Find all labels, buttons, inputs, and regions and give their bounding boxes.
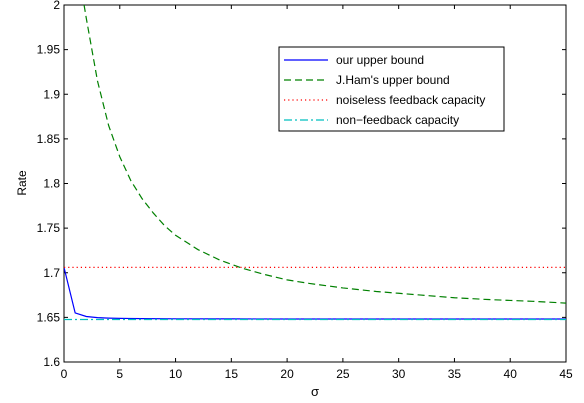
x-axis: 0 5 10 15 20 25 30 35 40 45	[61, 5, 573, 381]
y-tick-label: 1.85	[37, 132, 61, 146]
y-tick-label: 1.65	[37, 310, 61, 324]
x-tick-label: 30	[392, 367, 406, 381]
legend-label-4: non−feedback capacity	[336, 113, 459, 127]
legend-label-3: noiseless feedback capacity	[336, 93, 485, 107]
x-tick-label: 45	[559, 367, 573, 381]
y-tick-label: 2	[53, 0, 60, 12]
y-tick-label: 1.75	[37, 221, 61, 235]
x-tick-label: 40	[504, 367, 518, 381]
y-tick-label: 1.6	[43, 355, 60, 369]
x-tick-label: 35	[448, 367, 462, 381]
y-tick-label: 1.8	[43, 177, 60, 191]
legend-label-1: our upper bound	[336, 53, 424, 67]
x-tick-label: 20	[280, 367, 294, 381]
y-axis-label: Rate	[15, 170, 29, 196]
y-axis: 1.6 1.65 1.7 1.75 1.8 1.85 1.9 1.95 2	[37, 0, 566, 369]
y-tick-label: 1.7	[43, 266, 60, 280]
x-tick-label: 10	[169, 367, 183, 381]
x-tick-label: 25	[336, 367, 350, 381]
y-tick-label: 1.95	[37, 43, 61, 57]
x-tick-label: 0	[61, 367, 68, 381]
legend-box	[278, 46, 505, 132]
y-tick-label: 1.9	[43, 87, 60, 101]
legend-label-2: J.Ham's upper bound	[336, 73, 450, 87]
series-line-2	[83, 5, 566, 304]
legend: our upper bound J.Ham's upper bound noisel…	[278, 46, 505, 132]
x-axis-label: σ	[311, 384, 319, 399]
x-tick-label: 15	[225, 367, 239, 381]
x-tick-label: 5	[116, 367, 123, 381]
series-layer	[64, 5, 566, 321]
